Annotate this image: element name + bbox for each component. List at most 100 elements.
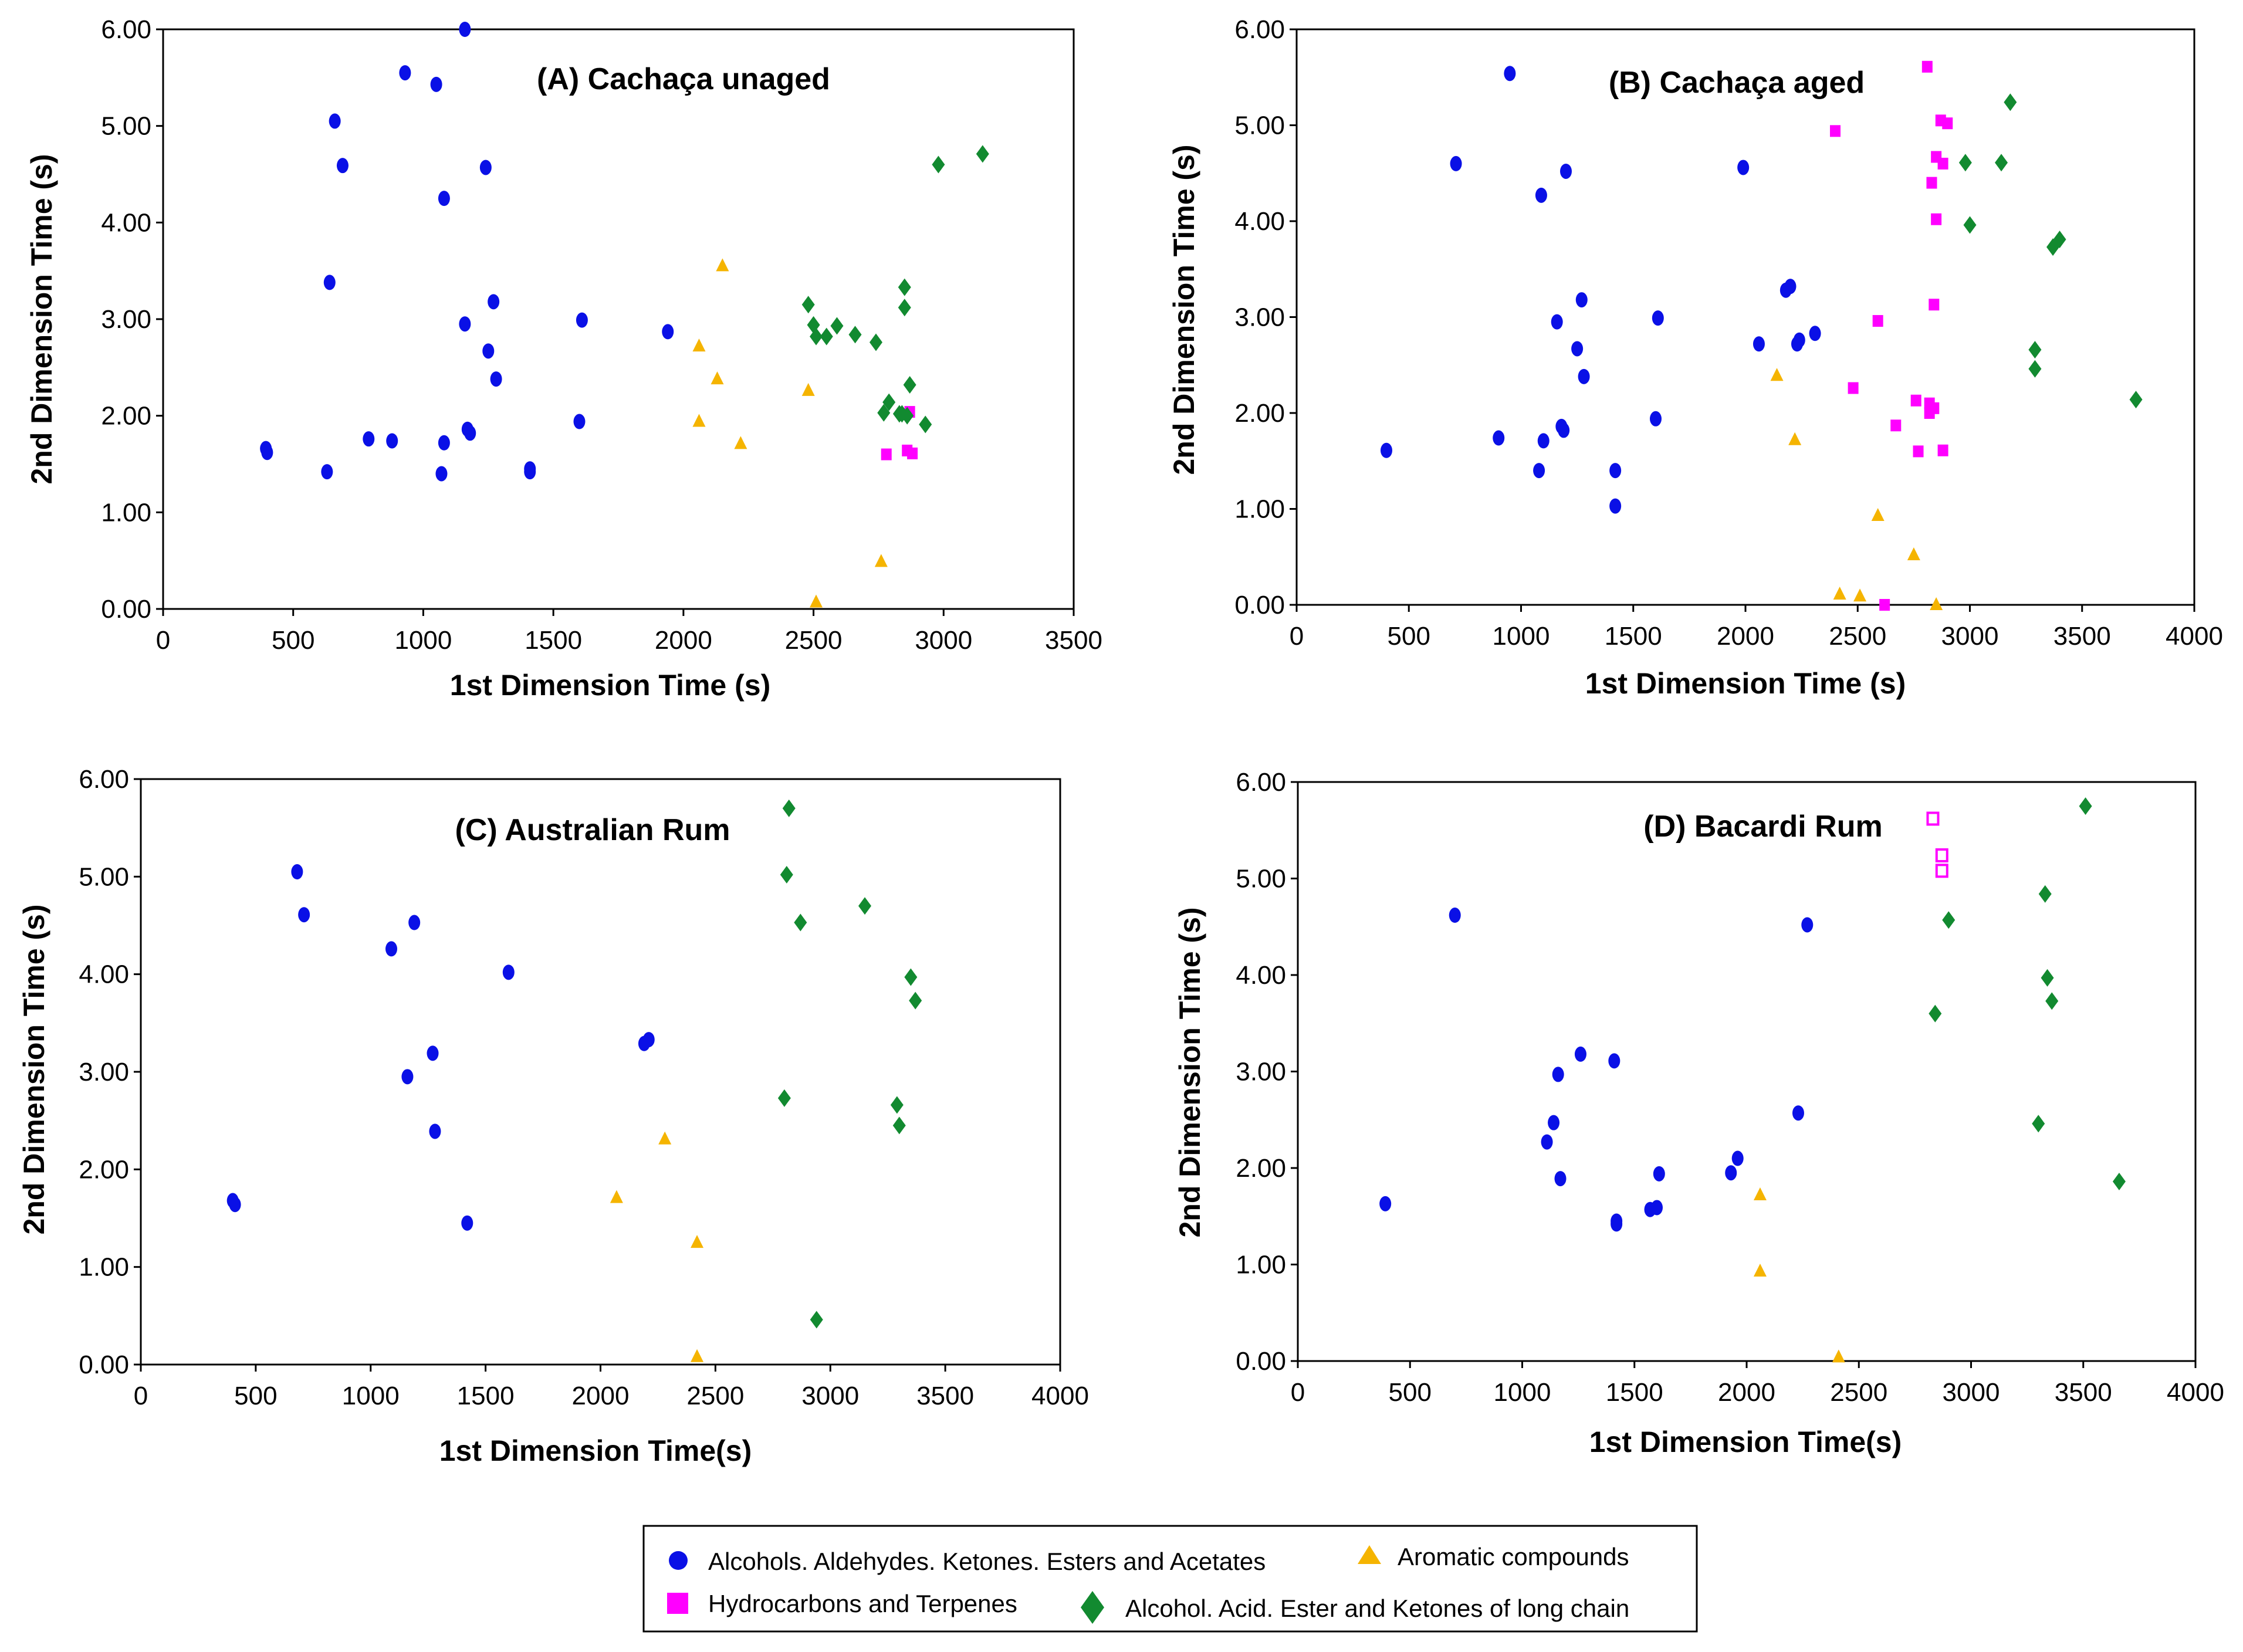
x-ticks-a: 0 500 1000 1500 2000 2500 3000 3500 <box>156 609 1102 655</box>
points-b <box>1381 60 2143 611</box>
data-point-hydrocarbons <box>1848 382 1859 394</box>
x-tick-label: 4000 <box>1031 1382 1089 1410</box>
data-point-alcohols <box>435 466 448 482</box>
data-point-long-chain <box>898 299 911 317</box>
panel-title-a: (A) Cachaça unaged <box>537 62 830 96</box>
data-point-alcohols <box>1548 1115 1560 1130</box>
data-point-hydrocarbons <box>1926 177 1937 189</box>
data-point-aromatic <box>1832 1349 1845 1363</box>
y-tick-label: 3.00 <box>79 1058 129 1086</box>
data-point-aromatic <box>1753 1264 1767 1277</box>
data-point-aromatic <box>1788 432 1802 445</box>
data-point-long-chain <box>782 799 796 817</box>
data-point-long-chain <box>1942 911 1956 929</box>
x-tick-label: 1500 <box>1605 622 1662 651</box>
data-point-alcohols <box>298 907 310 923</box>
data-point-alcohols <box>1450 155 1462 171</box>
data-point-alcohols <box>363 431 375 447</box>
x-tick-label: 0 <box>156 626 170 655</box>
data-point-long-chain <box>2028 360 2042 378</box>
x-tick-label: 2500 <box>1830 1378 1887 1407</box>
data-point-alcohols <box>1653 1166 1665 1182</box>
data-point-hydrocarbons <box>1935 848 1948 863</box>
x-tick-label: 4000 <box>2167 1378 2224 1407</box>
data-point-aromatic <box>1853 588 1867 602</box>
y-tick-label: 6.00 <box>1234 15 1285 44</box>
data-point-alcohols <box>399 65 411 81</box>
data-point-alcohols <box>1537 433 1550 449</box>
data-point-long-chain <box>794 913 807 932</box>
y-ticks-a: 0.00 1.00 2.00 3.00 4.00 5.00 6.00 <box>101 15 163 624</box>
panel-d: (D) Bacardi Rum 1st Dimension Time(s) 2n… <box>1173 768 2224 1458</box>
data-point-long-chain <box>2004 93 2017 111</box>
data-point-alcohols <box>1652 310 1664 326</box>
data-point-alcohols <box>576 312 588 328</box>
y-tick-label: 4.00 <box>1234 207 1285 236</box>
data-point-long-chain <box>2129 391 2143 409</box>
data-point-alcohols <box>1650 411 1662 426</box>
y-axis-title-b: 2nd Dimension Time (s) <box>1168 144 1200 475</box>
data-point-alcohols <box>1725 1165 1737 1181</box>
data-point-long-chain <box>820 327 833 346</box>
data-point-long-chain <box>1929 1004 1942 1023</box>
data-point-alcohols <box>1731 1150 1744 1166</box>
data-point-long-chain <box>909 991 922 1010</box>
data-point-hydrocarbons <box>881 448 892 461</box>
y-axis-title-c: 2nd Dimension Time (s) <box>18 904 50 1234</box>
data-point-alcohols <box>490 371 502 387</box>
y-tick-label: 3.00 <box>1236 1058 1286 1086</box>
data-point-alcohols <box>1608 1053 1620 1069</box>
data-point-alcohols <box>229 1197 241 1213</box>
x-tick-label: 1000 <box>342 1382 400 1410</box>
data-point-aromatic <box>734 436 747 449</box>
x-axis-title-a: 1st Dimension Time (s) <box>450 669 770 702</box>
data-point-alcohols <box>1571 341 1584 357</box>
y-axis-title-d: 2nd Dimension Time (s) <box>1173 907 1206 1237</box>
data-point-alcohols <box>1381 442 1392 458</box>
x-tick-label: 2000 <box>572 1382 630 1410</box>
data-point-aromatic <box>801 382 815 396</box>
x-tick-label: 1500 <box>525 626 582 655</box>
panel-b: (B) Cachaça aged 1st Dimension Time (s) … <box>1168 15 2223 700</box>
y-tick-label: 3.00 <box>1234 303 1285 332</box>
data-point-long-chain <box>976 145 989 163</box>
data-point-alcohols <box>479 160 492 175</box>
data-point-hydrocarbons <box>1935 864 1948 878</box>
x-tick-label: 2000 <box>1718 1378 1775 1407</box>
data-point-alcohols <box>1793 332 1805 348</box>
data-point-alcohols <box>291 864 303 880</box>
legend-box <box>642 1525 1698 1633</box>
x-tick-label: 1000 <box>394 626 452 655</box>
y-tick-label: 1.00 <box>101 498 151 527</box>
data-point-aromatic <box>1770 368 1784 381</box>
x-tick-label: 3000 <box>915 626 972 655</box>
y-tick-label: 0.00 <box>1236 1347 1286 1376</box>
y-tick-label: 0.00 <box>101 595 151 624</box>
panel-a: (A) Cachaça unaged 1st Dimension Time (s… <box>25 15 1102 702</box>
data-point-alcohols <box>1575 292 1588 308</box>
data-point-long-chain <box>1963 216 1977 234</box>
y-tick-label: 4.00 <box>1236 961 1286 990</box>
x-tick-label: 2500 <box>785 626 843 655</box>
x-tick-label: 1500 <box>457 1382 515 1410</box>
y-tick-label: 6.00 <box>1236 768 1286 797</box>
y-tick-label: 6.00 <box>101 15 151 44</box>
data-point-long-chain <box>932 155 945 174</box>
data-point-alcohols <box>1552 1067 1564 1082</box>
x-tick-label: 2000 <box>1717 622 1774 651</box>
data-point-long-chain <box>858 897 872 915</box>
x-tick-label: 3000 <box>1941 622 1999 651</box>
data-point-long-chain <box>1958 154 1972 172</box>
x-tick-label: 3000 <box>801 1382 859 1410</box>
data-point-alcohols <box>1533 463 1545 479</box>
y-tick-label: 3.00 <box>101 305 151 334</box>
data-point-aromatic <box>658 1131 672 1145</box>
data-point-long-chain <box>1995 154 2008 172</box>
x-axis-title-d: 1st Dimension Time(s) <box>1589 1426 1902 1458</box>
data-point-long-chain <box>2028 341 2042 359</box>
data-point-hydrocarbons <box>1872 315 1883 327</box>
data-point-alcohols <box>1493 430 1505 446</box>
x-tick-label: 3500 <box>916 1382 974 1410</box>
